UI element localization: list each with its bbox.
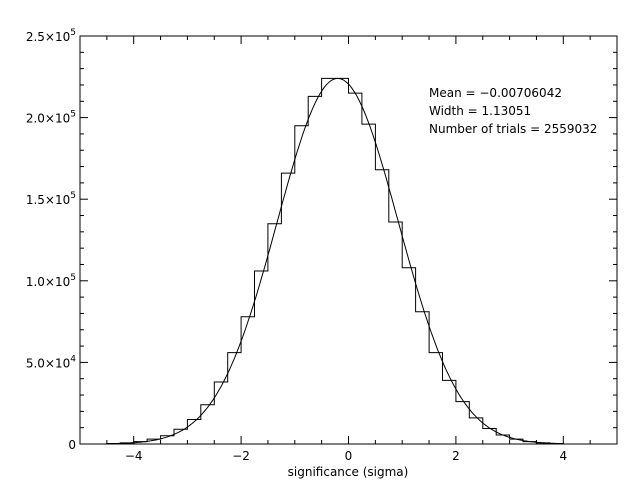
gaussian-fit-curve — [106, 77, 564, 445]
x-tick-label: −2 — [232, 449, 250, 463]
x-tick-label: −4 — [125, 449, 143, 463]
x-tick-label: 0 — [345, 449, 353, 463]
y-tick-label: 5.0×104 — [26, 354, 76, 370]
x-tick-label: 2 — [452, 449, 460, 463]
y-tick-label: 1.0×105 — [26, 273, 76, 289]
y-tick-labels: 0 5.0×104 1.0×105 1.5×105 2.0×105 2.5×105 — [26, 28, 76, 452]
x-tick-label: 4 — [559, 449, 567, 463]
y-tick-label: 0 — [68, 438, 76, 452]
y-tick-label: 2.0×105 — [26, 110, 76, 126]
annotation-mean: Mean = −0.00706042 — [429, 86, 562, 100]
y-tick-label: 2.5×105 — [26, 28, 76, 44]
x-axis-label: significance (sigma) — [288, 465, 409, 479]
annotation-width: Width = 1.13051 — [429, 104, 531, 118]
x-tick-labels: −4 −2 0 2 4 — [125, 449, 567, 463]
annotation-trials: Number of trials = 2559032 — [429, 122, 597, 136]
y-tick-label: 1.5×105 — [26, 191, 76, 207]
axis-ticks — [79, 35, 618, 445]
